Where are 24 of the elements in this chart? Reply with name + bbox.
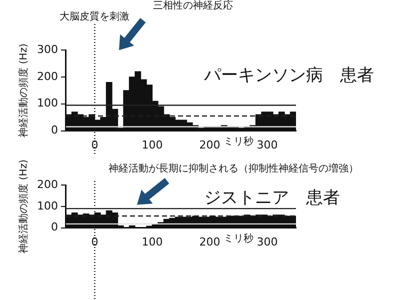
x-axis-title: ミリ秒 xyxy=(224,232,254,244)
x-tick-label: 100 xyxy=(142,235,163,248)
y-tick-label: 200 xyxy=(36,178,58,191)
y-axis-title: 神経活動の頻度 (Hz) xyxy=(18,43,30,138)
x-tick-label: 100 xyxy=(142,138,163,152)
x-tick-label: 200 xyxy=(199,138,220,152)
x-tick-label: 200 xyxy=(199,235,220,248)
x-tick-label: 0 xyxy=(91,235,98,248)
x-tick-label: 300 xyxy=(256,235,278,248)
y-tick-label: 0 xyxy=(50,124,58,137)
text: 神経活動が長期に抑制される（抑制性神経信号の増強） xyxy=(108,162,358,174)
y-tick-label: 300 xyxy=(36,42,58,56)
x-axis-title: ミリ秒 xyxy=(224,135,254,148)
annotation: パーキンソン病 患者 xyxy=(203,65,374,86)
x-tick-label: 300 xyxy=(256,138,278,152)
annotation: ジストニア 患者 xyxy=(204,188,340,208)
y-axis-title: 神経活動の頻度 (Hz) xyxy=(18,159,30,254)
y-tick-label: 0 xyxy=(50,220,58,234)
y-tick-label: 200 xyxy=(36,70,58,83)
x-tick-label: 0 xyxy=(91,138,98,152)
text: 三相性の神経反応 xyxy=(152,0,233,12)
y-tick-label: 100 xyxy=(36,199,58,212)
y-tick-label: 100 xyxy=(36,96,58,110)
ref-line-label: 大脳皮質を刺激 xyxy=(60,10,130,23)
